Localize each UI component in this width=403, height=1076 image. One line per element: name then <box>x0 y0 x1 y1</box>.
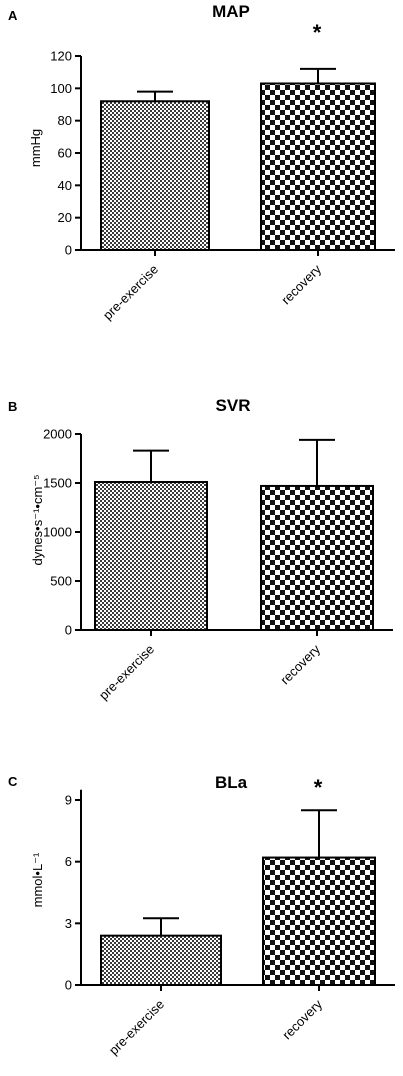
bar-pre-exercise <box>100 934 222 987</box>
y-tick-label: 60 <box>58 146 72 161</box>
category-label: recovery <box>279 996 325 1042</box>
y-axis-label: mmol•L⁻¹ <box>30 852 45 907</box>
bar-recovery <box>260 82 376 251</box>
y-tick-label: 80 <box>58 113 72 128</box>
bar-pre-exercise <box>100 100 210 252</box>
y-axis-label: dynes•s⁻¹•cm⁻⁵ <box>30 474 45 565</box>
category-label: pre-exercise <box>100 262 161 323</box>
category-label: recovery <box>278 261 324 307</box>
y-axis-label: mmHg <box>28 129 43 167</box>
significance-marker: * <box>314 775 323 800</box>
y-tick-label: 0 <box>65 978 72 993</box>
category-label: pre-exercise <box>106 997 167 1058</box>
panel-c: C BLa 0 3 6 9 mmol•L⁻¹ pre-exercise * recovery <box>8 773 395 1058</box>
panel-letter: A <box>8 8 18 23</box>
bar-recovery <box>262 856 376 986</box>
y-tick-label: 0 <box>65 623 72 638</box>
y-tick-label: 2000 <box>43 427 72 442</box>
significance-marker: * <box>313 20 322 45</box>
panel-letter: C <box>8 774 18 789</box>
y-tick-label: 6 <box>65 854 72 869</box>
chart-title: BLa <box>215 773 248 792</box>
y-tick-label: 1500 <box>43 476 72 491</box>
panel-letter: B <box>8 399 17 414</box>
y-tick-label: 9 <box>65 793 72 808</box>
y-tick-label: 0 <box>65 243 72 258</box>
y-tick-label: 20 <box>58 210 72 225</box>
y-tick-label: 500 <box>50 574 72 589</box>
chart-title: MAP <box>212 2 250 21</box>
y-tick-label: 3 <box>65 916 72 931</box>
y-tick-label: 120 <box>50 49 72 64</box>
y-tick-label: 100 <box>50 81 72 96</box>
bar-recovery <box>260 484 374 631</box>
category-label: recovery <box>277 641 323 687</box>
y-tick-label: 1000 <box>43 525 72 540</box>
category-label: pre-exercise <box>96 642 157 703</box>
bar-pre-exercise <box>94 481 208 631</box>
panel-b: B SVR 0 500 1000 1500 2000 dynes•s⁻¹•cm⁻⁵ pre-ex… <box>8 396 393 703</box>
chart-title: SVR <box>216 396 251 415</box>
y-tick-label: 40 <box>58 178 72 193</box>
panel-a: A MAP 0 20 40 60 80 100 120 mmHg pre-exercise * reco… <box>8 2 395 323</box>
